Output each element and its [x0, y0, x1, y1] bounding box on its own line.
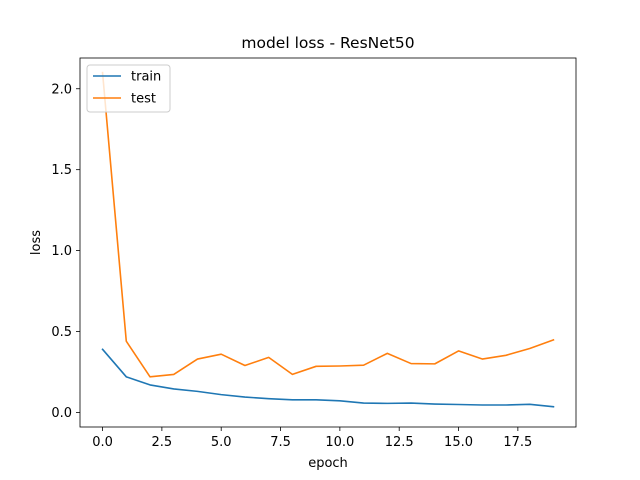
x-tick-label: 2.5	[152, 435, 173, 450]
legend-label-train: train	[131, 70, 161, 85]
series-line-test	[101, 71, 555, 378]
legend-label-test: test	[131, 92, 156, 107]
y-tick-label: 2.0	[51, 82, 72, 97]
x-tick-label: 15.0	[444, 435, 473, 450]
legend: train test	[86, 64, 171, 113]
chart-title: model loss - ResNet50	[241, 34, 414, 52]
x-tick-label: 17.5	[503, 435, 532, 450]
y-tick-label: 0.5	[51, 325, 72, 340]
x-tick-label: 12.5	[385, 435, 414, 450]
x-axis-title: epoch	[308, 456, 348, 471]
y-tick-label: 1.0	[51, 244, 72, 259]
axes-frame	[79, 57, 577, 428]
y-tick-label: 0.0	[51, 406, 72, 421]
y-axis-title: loss	[29, 230, 44, 255]
series-line-train	[101, 348, 555, 408]
x-tick-label: 0.0	[92, 435, 113, 450]
x-tick-label: 10.0	[325, 435, 354, 450]
y-tick-label: 1.5	[51, 163, 72, 178]
x-tick-label: 5.0	[211, 435, 232, 450]
x-tick-label: 7.5	[270, 435, 291, 450]
plot-area: 0.0 2.5 5.0 7.5 10.0 12.5 15.0 17.5 0.0 0.5 1.0 1.5…	[51, 57, 577, 450]
